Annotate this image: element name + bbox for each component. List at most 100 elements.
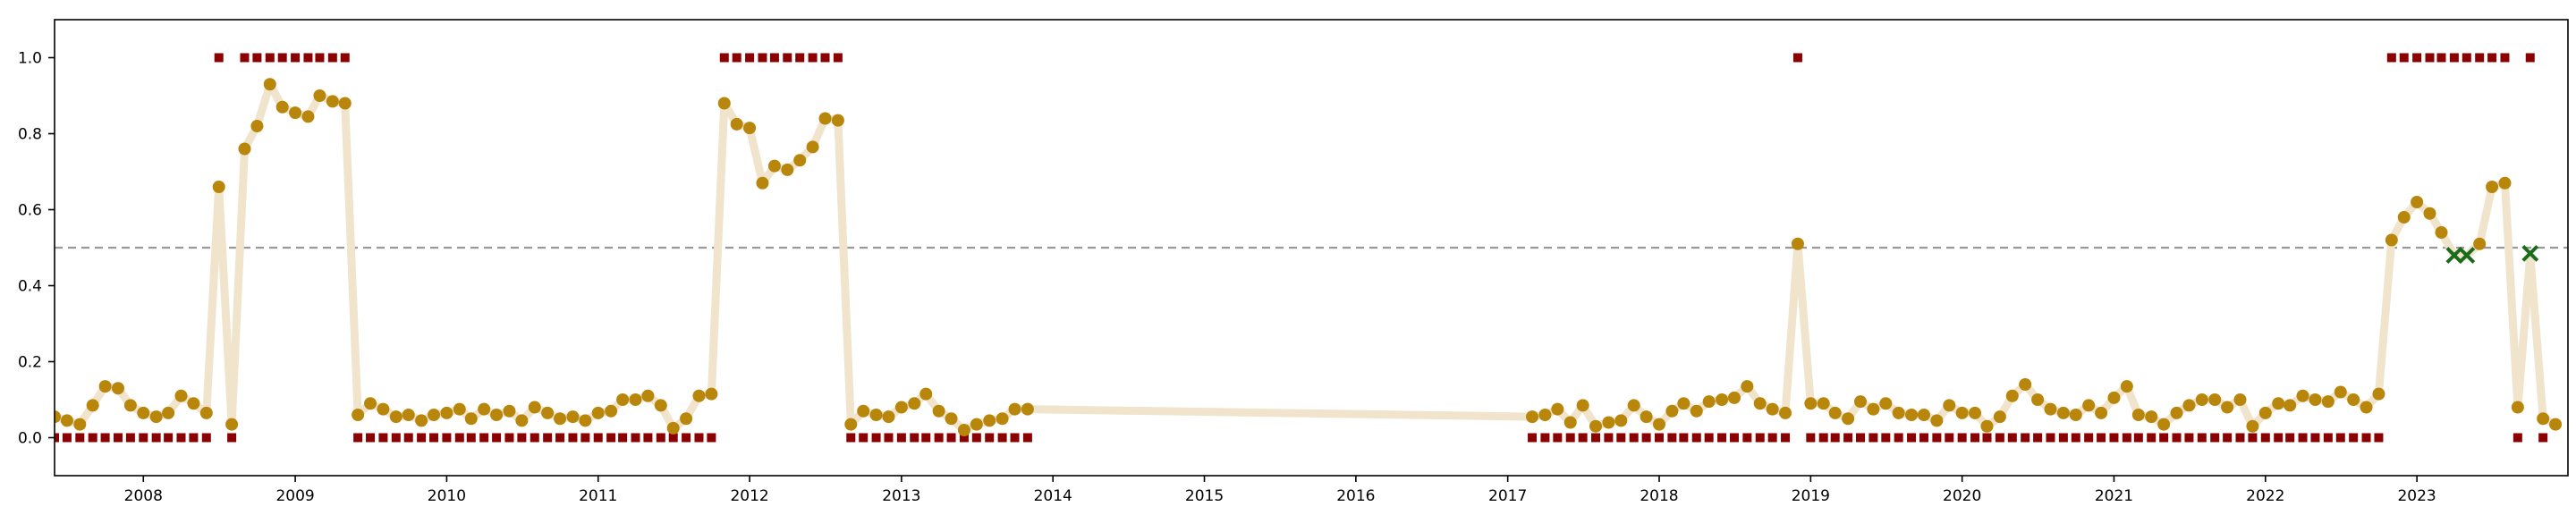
probability-point <box>1854 395 1868 409</box>
probability-point <box>857 404 870 418</box>
label-marker-low <box>1767 433 1777 443</box>
label-marker-low <box>1919 433 1928 443</box>
probability-point <box>2537 412 2550 426</box>
x-tick-label: 2015 <box>1185 487 1224 505</box>
probability-point <box>2145 410 2158 424</box>
cross-stroke <box>2521 244 2539 262</box>
label-marker-low <box>1995 433 2004 443</box>
probability-point <box>1727 391 1741 404</box>
label-marker-low <box>2058 433 2068 443</box>
label-marker-high <box>291 53 301 63</box>
probability-point <box>1576 399 1589 412</box>
label-marker-low <box>2298 433 2308 443</box>
probability-point <box>680 412 693 426</box>
label-marker-low <box>1957 433 1967 443</box>
probability-point <box>2233 393 2247 406</box>
probability-point <box>2095 406 2108 419</box>
plot-area <box>55 53 2568 443</box>
probability-point <box>55 410 61 424</box>
cross-marker <box>2445 247 2463 264</box>
probability-point <box>908 397 921 410</box>
cross-stroke <box>2458 247 2476 264</box>
label-marker-low <box>2122 433 2131 443</box>
y-tick-label: 0.8 <box>18 126 42 144</box>
x-tick-label: 2012 <box>730 487 768 505</box>
probability-point <box>275 100 289 114</box>
label-marker-low <box>1945 433 1954 443</box>
probability-point <box>1993 410 2006 424</box>
label-marker-low <box>1781 433 1791 443</box>
plot-frame <box>54 19 2569 477</box>
probability-point <box>806 140 819 154</box>
label-marker-low <box>2046 433 2055 443</box>
label-marker-low <box>997 433 1007 443</box>
label-marker-low <box>1667 433 1677 443</box>
y-tick-label: 0.0 <box>18 430 42 448</box>
probability-point <box>2486 181 2499 193</box>
probability-point <box>2309 393 2322 406</box>
label-marker-low <box>366 433 376 443</box>
probability-point <box>1640 410 1653 424</box>
probability-point <box>1867 402 1880 416</box>
probability-point <box>1892 406 1905 419</box>
probability-point <box>2549 418 2563 431</box>
probability-line <box>55 80 2560 435</box>
probability-point <box>162 406 175 419</box>
label-marker-low <box>176 433 186 443</box>
label-marker-low <box>2071 433 2080 443</box>
label-marker-low <box>1970 433 1980 443</box>
label-marker-high <box>2399 53 2409 63</box>
probability-point <box>2397 211 2411 224</box>
label-marker-low <box>593 433 603 443</box>
x-tick-label: 2010 <box>428 487 466 505</box>
probability-point <box>301 110 315 123</box>
label-marker-low <box>1022 433 1032 443</box>
probability-point <box>692 389 706 402</box>
probability-point <box>1955 406 1969 419</box>
probability-point <box>250 120 264 132</box>
probability-point <box>2334 385 2347 399</box>
probability-point <box>2221 401 2234 414</box>
label-marker-low <box>1704 433 1714 443</box>
probability-point <box>503 404 516 418</box>
probability-point <box>1563 416 1577 429</box>
label-marker-low <box>1717 433 1727 443</box>
probability-point <box>1702 395 1716 409</box>
label-marker-high <box>2425 53 2435 63</box>
label-marker-high <box>2436 53 2446 63</box>
probability-point <box>98 380 112 393</box>
probability-point <box>2423 207 2436 220</box>
cross-stroke <box>2445 247 2463 264</box>
label-marker-low <box>2323 433 2333 443</box>
label-marker-high <box>252 53 262 63</box>
label-marker-low <box>2235 433 2245 443</box>
probability-point <box>289 106 302 120</box>
label-marker-low <box>2172 433 2182 443</box>
label-marker-low <box>1553 433 1563 443</box>
label-marker-low <box>971 433 981 443</box>
label-marker-low <box>2248 433 2258 443</box>
probability-point <box>1741 380 1754 393</box>
label-marker-high <box>315 53 325 63</box>
probability-point <box>1817 397 1830 410</box>
label-marker-high <box>2487 53 2497 63</box>
label-marker-high <box>240 53 250 63</box>
probability-point <box>1791 237 1804 250</box>
label-marker-low <box>643 433 653 443</box>
probability-point <box>1905 409 1919 421</box>
label-marker-low <box>113 433 123 443</box>
probability-point <box>996 412 1009 426</box>
probability-point <box>894 401 908 414</box>
probability-point <box>2511 401 2524 414</box>
probability-point <box>743 122 757 135</box>
label-marker-low <box>2033 433 2043 443</box>
label-marker-low <box>417 433 427 443</box>
probability-point <box>2296 389 2309 402</box>
probability-point <box>983 414 996 427</box>
probability-point <box>2372 387 2385 401</box>
label-marker-high <box>820 53 830 63</box>
label-marker-low <box>985 433 995 443</box>
label-marker-high <box>745 53 755 63</box>
label-marker-low <box>1982 433 1992 443</box>
x-tick-label: 2022 <box>2246 487 2284 505</box>
